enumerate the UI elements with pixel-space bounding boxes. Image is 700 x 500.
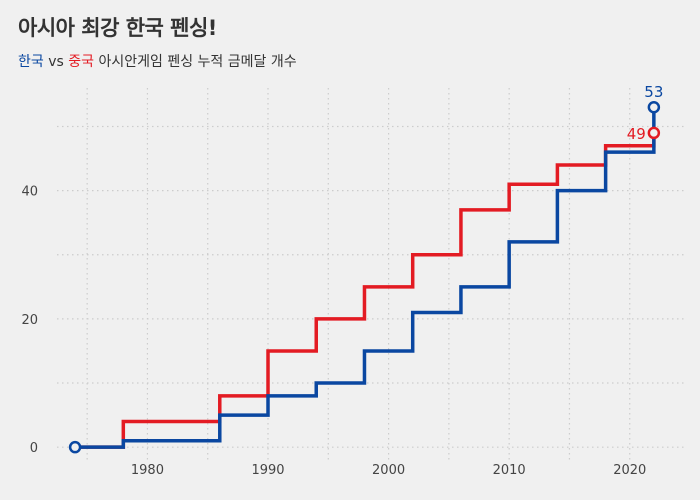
china-end-label: 49: [627, 125, 646, 143]
china-step-line: [75, 132, 656, 449]
korea-start-marker: [68, 440, 82, 454]
chart-title: 아시아 최강 한국 펜싱!: [18, 16, 217, 40]
x-tick-label: 2010: [493, 463, 526, 478]
subtitle-rest-text: 아시안게임 펜싱 누적 금메달 개수: [94, 54, 297, 70]
korea-step-line: [75, 107, 656, 449]
y-tick-label: 0: [30, 441, 38, 456]
korea-end-label: 53: [644, 83, 663, 101]
x-tick-label: 2020: [613, 463, 646, 478]
chart-subtitle: 한국 vs 중국 아시안게임 펜싱 누적 금메달 개수: [18, 51, 297, 71]
y-tick-label: 20: [21, 313, 38, 328]
subtitle-china-label: 중국: [68, 54, 95, 70]
subtitle-vs-text: vs: [43, 54, 69, 70]
china-end-marker: [647, 126, 661, 140]
x-tick-label: 2000: [372, 463, 405, 478]
x-tick-label: 1980: [131, 463, 164, 478]
y-tick-label: 40: [21, 185, 38, 200]
subtitle-korea-label: 한국: [18, 54, 44, 70]
x-tick-label: 1990: [251, 463, 284, 478]
korea-end-marker: [647, 100, 661, 114]
